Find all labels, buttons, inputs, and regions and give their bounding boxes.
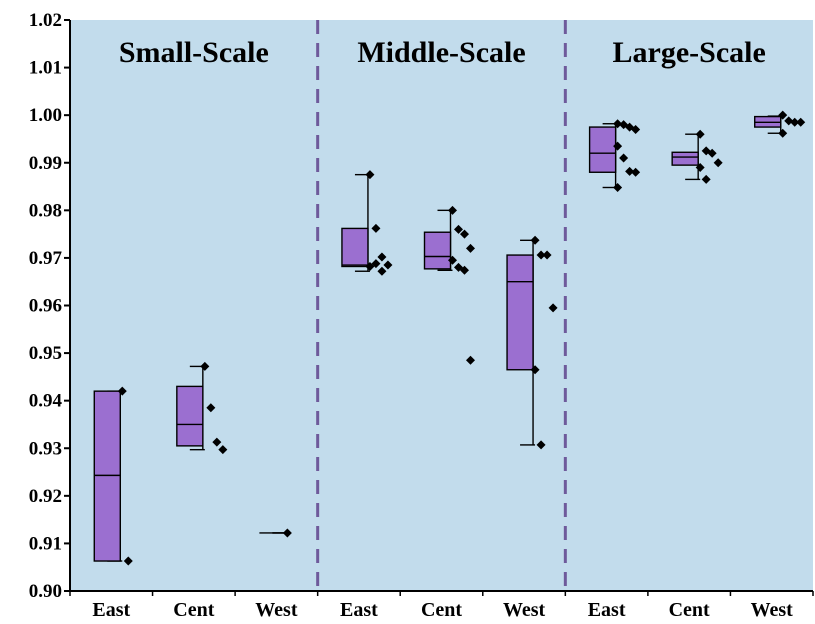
data-point-diamond <box>625 166 635 176</box>
data-point-diamond <box>784 116 794 126</box>
data-point-diamond <box>123 556 133 566</box>
data-point-diamond <box>707 148 717 158</box>
data-point-diamond <box>377 252 387 262</box>
data-point-diamond <box>695 129 705 139</box>
data-point-diamond <box>530 365 540 375</box>
data-point-diamond <box>613 141 623 151</box>
data-point-diamond <box>206 403 216 413</box>
data-point-diamond <box>631 124 641 134</box>
data-point-diamond <box>448 205 457 215</box>
data-point-diamond <box>701 174 711 184</box>
data-point-diamond <box>548 303 558 313</box>
data-point-diamond <box>371 223 381 233</box>
iqr-box <box>176 385 204 447</box>
data-point-diamond <box>377 266 387 276</box>
data-point-diamond <box>460 229 469 239</box>
group-title: Small-Scale <box>119 36 269 69</box>
data-point-diamond <box>448 255 457 265</box>
data-point-diamond <box>454 224 463 234</box>
data-point-diamond <box>613 119 623 129</box>
group-titles: Small-Scale Middle-Scale Large-Scale <box>119 36 766 69</box>
y-tick-label: 0.93 <box>29 438 62 459</box>
y-tick-label: 1.00 <box>29 105 62 126</box>
x-tick-label: Cent <box>669 599 710 621</box>
data-point-diamond <box>466 243 475 253</box>
x-tick-label: Cent <box>421 599 462 621</box>
data-point-diamond <box>200 361 210 371</box>
data-point-diamond <box>536 440 546 450</box>
y-tick-label: 0.98 <box>29 200 62 221</box>
x-tick-label: East <box>92 599 130 621</box>
y-tick-label: 0.96 <box>29 296 62 317</box>
x-tick-label: West <box>503 599 546 621</box>
group-title: Large-Scale <box>613 36 766 69</box>
data-point-diamond <box>778 128 788 138</box>
data-point-diamond <box>365 170 375 180</box>
data-point-diamond <box>542 250 552 260</box>
axes-layer: East Cent West East Cent West East Cent West 0.90… <box>29 10 814 621</box>
data-point-diamond <box>619 153 629 163</box>
y-tick-label: 0.95 <box>29 343 62 364</box>
data-point-diamond <box>460 265 469 275</box>
x-tick-label: West <box>751 599 794 621</box>
data-point-diamond <box>383 260 393 270</box>
data-point-diamond <box>466 355 475 365</box>
y-tick-label: 0.94 <box>29 391 63 412</box>
y-tick-label: 0.90 <box>29 581 62 602</box>
data-point-diamond <box>530 235 540 245</box>
x-tick-label: West <box>255 599 298 621</box>
y-tick-label: 0.91 <box>29 533 62 554</box>
data-point-diamond <box>695 163 705 173</box>
x-tick-label: East <box>588 599 626 621</box>
iqr-box <box>588 126 617 173</box>
data-point-diamond <box>282 528 292 538</box>
points-layer <box>117 110 806 566</box>
y-tick-label: 0.99 <box>29 153 62 174</box>
x-tick-label: East <box>340 599 378 621</box>
iqr-box <box>671 151 699 166</box>
iqr-box <box>423 231 452 270</box>
y-tick-label: 0.92 <box>29 486 62 507</box>
data-point-diamond <box>536 250 546 260</box>
iqr-box <box>341 227 369 268</box>
data-point-diamond <box>713 158 723 168</box>
data-point-diamond <box>117 386 127 396</box>
x-tick-label: Cent <box>173 599 214 621</box>
iqr-box <box>506 254 534 371</box>
data-point-diamond <box>371 259 381 269</box>
data-point-diamond <box>796 117 806 127</box>
data-point-diamond <box>613 182 623 192</box>
data-point-diamond <box>778 110 788 120</box>
plot-background <box>70 20 813 591</box>
y-tick-label: 0.97 <box>29 248 63 269</box>
iqr-box <box>93 390 121 562</box>
data-point-diamond <box>631 167 641 177</box>
y-tick-label: 1.01 <box>29 58 62 79</box>
data-point-diamond <box>212 437 222 447</box>
group-title: Middle-Scale <box>357 36 525 69</box>
group-dividers <box>316 20 567 591</box>
data-point-diamond <box>790 117 800 127</box>
data-point-diamond <box>218 445 228 455</box>
y-tick-label: 1.02 <box>29 10 62 31</box>
